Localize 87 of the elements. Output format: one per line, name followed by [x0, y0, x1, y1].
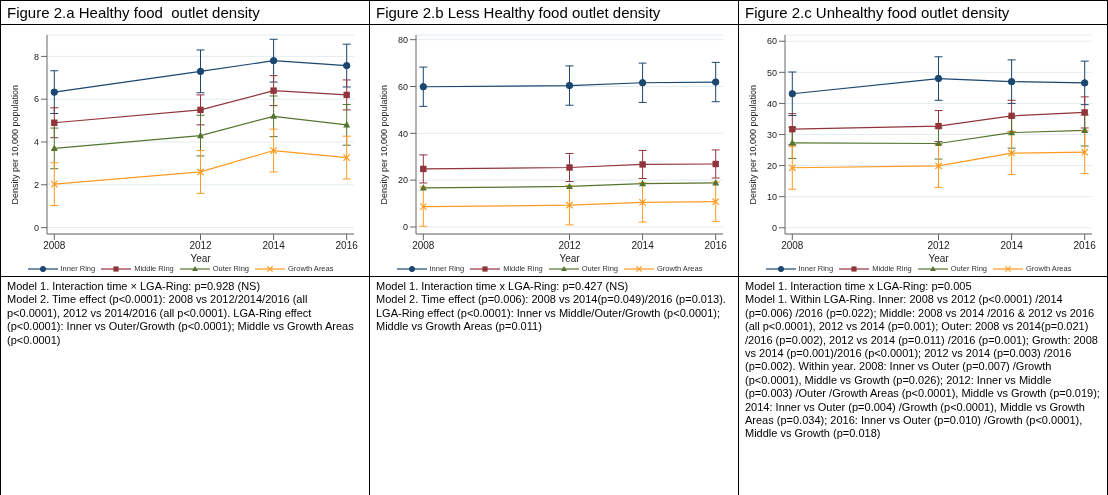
point	[935, 122, 942, 130]
point	[50, 180, 59, 188]
text: Model 1. Interaction time x LGA-Ring: p=0.005	[745, 280, 973, 294]
point	[270, 87, 277, 94]
y-tick-label: 2	[33, 179, 39, 190]
point	[1080, 79, 1089, 87]
y-tick-label: 50	[766, 67, 777, 78]
point	[196, 67, 205, 76]
x-tick-label: 2014	[631, 240, 655, 252]
y-tick-label: 8	[33, 51, 39, 62]
chart-title: Figure 2.a Healthy food outlet density	[1, 1, 369, 25]
text: Model 1. Interaction time x LGA-Ring: p=0.427 (NS)	[376, 280, 630, 294]
point	[196, 131, 205, 139]
x-tick-label: 2008	[781, 240, 804, 252]
point	[419, 202, 428, 211]
x-axis-title: Year	[190, 253, 212, 264]
x-tick-label: 2016	[335, 240, 359, 252]
point	[565, 81, 574, 90]
x-tick-label: 2012	[927, 240, 951, 252]
point	[565, 201, 574, 209]
x-tick-label: 2008	[412, 240, 435, 252]
point	[419, 83, 428, 91]
point	[269, 146, 278, 155]
point	[342, 153, 351, 162]
point	[789, 126, 796, 133]
point	[1081, 109, 1088, 116]
point	[711, 78, 720, 86]
x-tick-label: 2016	[1073, 240, 1097, 252]
point	[638, 79, 647, 87]
point	[270, 112, 278, 119]
y-tick-label: 80	[397, 34, 408, 45]
point	[934, 162, 943, 170]
x-axis-title: Year	[928, 253, 950, 264]
point	[1007, 77, 1016, 86]
y-tick-label: 60	[766, 36, 777, 47]
point	[50, 88, 59, 96]
chart-title: Figure 2.c Unhealthy food outlet density	[739, 1, 1107, 25]
y-tick-label: 10	[766, 191, 777, 202]
y-tick-label: 40	[397, 128, 408, 139]
x-tick-label: 2014	[262, 240, 286, 252]
point	[269, 56, 278, 65]
text: Model 2. Time effect (p=0.006): 2008 vs 2014(p=0.049)/2016 (p=0.013). LGA-Ring effect (p<0.0001): Inner vs Middle/Outer/Growth (p<0.0001); Middle vs Growth Areas (p=0.011)	[376, 293, 727, 334]
y-tick-label: 0	[33, 222, 39, 233]
x-tick-label: 2014	[1000, 240, 1024, 252]
text: Model 1. Within LGA-Ring. Inner: 2008 vs 2012 (p<0.0001) /2014 (p=0.006) /2016 (p=0.022); Middle: 2008 vs 2014 /2016 & 2012 vs 2016 (all p<0.0001), 2012 vs 2014 (p=0.001); Outer: 2008 vs 2014(p=0.021) /2016 (p=0.002), 2012 vs 2014 (p=0.011) /2016 (p=0.001); Growth: 2008 vs 2014 (p=0.001)/2016 (p<0.0001); 2012 vs 2014 (p=0.003) /2016 (p=0.002). Within year. 2008: Inner vs Outer (p=0.007) /Growth (p<0.0001), Middle vs Growth (p=0.026); 2012: Inner vs Middle (p=0.003) /Outer /Growth Areas (p<0.0001), Middle vs Growth (p=0.019); 2014: Inner vs Outer (p=0.004) /Growth (p<0.0001), Middle vs Growth Areas (p=0.034); 2016: Inner vs Outer (p=0.010) /Growth (p<0.0001), Middle vs Growth (p=0.018)	[745, 293, 1100, 440]
point	[934, 139, 943, 147]
point	[712, 160, 719, 168]
point	[50, 144, 58, 151]
point	[711, 197, 720, 206]
point	[934, 74, 943, 83]
point	[1008, 112, 1015, 120]
point	[639, 161, 646, 168]
point	[196, 168, 205, 176]
point	[420, 165, 427, 173]
y-tick-label: 6	[33, 94, 39, 105]
text: Model 1. Interaction time × LGA-Ring: p=0.928 (NS)	[7, 280, 262, 294]
point	[343, 91, 350, 99]
y-axis-title: Density per 10,000 population	[379, 84, 390, 205]
point	[788, 163, 797, 172]
y-tick-label: 40	[766, 98, 777, 109]
x-tick-label: 2016	[704, 240, 728, 252]
point	[197, 106, 204, 114]
point	[342, 61, 351, 70]
text: Model 2. Time effect (p<0.0001): 2008 vs 2012/2014/2016 (all p<0.0001), 2012 vs 2014/2016 (all p<0.0001). LGA-Ring effect (p<0.0001): Inner vs Outer/Growth (p<0.0001); Middle vs Growth Areas (p<0.0001)	[7, 293, 355, 348]
point	[1081, 126, 1089, 134]
y-tick-label: 20	[766, 160, 777, 171]
y-tick-label: 30	[766, 129, 777, 140]
y-tick-label: 4	[33, 137, 39, 148]
y-axis-title: Density per 10,000 population	[748, 84, 759, 205]
point	[51, 119, 58, 126]
point	[1080, 148, 1089, 157]
y-tick-label: 0	[771, 222, 777, 233]
x-tick-label: 2012	[558, 240, 582, 252]
x-tick-label: 2012	[189, 240, 213, 252]
y-tick-label: 0	[402, 222, 408, 233]
x-axis-title: Year	[559, 253, 581, 264]
y-tick-label: 60	[397, 81, 408, 92]
point	[566, 164, 573, 171]
point	[343, 121, 351, 128]
point	[788, 139, 796, 146]
x-tick-label: 2008	[43, 240, 66, 252]
point	[638, 198, 647, 207]
point	[1007, 149, 1016, 157]
y-axis-title: Density per 10,000 population	[10, 84, 21, 205]
y-tick-label: 20	[397, 175, 408, 186]
chart-title: Figure 2.b Less Healthy food outlet density	[370, 1, 738, 25]
point	[788, 90, 797, 98]
